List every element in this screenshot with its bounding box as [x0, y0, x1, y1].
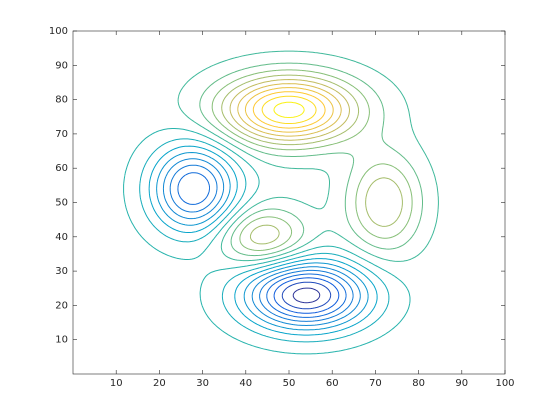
x-tick-label: 60 — [326, 378, 339, 389]
x-tick-label: 30 — [196, 378, 209, 389]
y-tick-label: 50 — [55, 198, 68, 209]
contour-line — [156, 152, 369, 331]
y-tick-label: 70 — [55, 129, 68, 140]
contour-line — [139, 138, 390, 343]
x-tick-label: 90 — [455, 378, 468, 389]
y-tick-label: 90 — [55, 60, 68, 71]
y-tick-label: 20 — [55, 300, 68, 311]
contour-line — [123, 128, 411, 355]
contour-line — [211, 69, 413, 251]
contour-line — [177, 50, 439, 262]
contour-line — [273, 277, 340, 314]
x-tick-label: 70 — [369, 378, 382, 389]
x-tick-label: 50 — [283, 378, 296, 389]
contour-line — [221, 74, 403, 245]
contour-line — [237, 83, 342, 137]
x-tick-label: 80 — [412, 378, 425, 389]
contour-line — [281, 281, 332, 310]
contour-line — [199, 62, 423, 257]
contour-line — [169, 164, 354, 322]
contour-line — [229, 79, 350, 141]
contour-line — [292, 287, 321, 304]
contours — [123, 50, 439, 355]
contour-line — [252, 91, 326, 129]
contour-line — [273, 101, 305, 118]
y-tick-label: 30 — [55, 266, 68, 277]
x-tick-label: 40 — [239, 378, 252, 389]
y-tick-label: 40 — [55, 232, 68, 243]
y-tick-label: 100 — [49, 26, 68, 37]
x-tick-label: 100 — [495, 378, 514, 389]
x-tick-label: 10 — [110, 378, 123, 389]
contour-line — [162, 158, 361, 326]
plot-area — [73, 31, 505, 374]
y-tick-label: 80 — [55, 95, 68, 106]
contour-line — [148, 145, 378, 336]
y-tick-label: 60 — [55, 163, 68, 174]
x-tick-label: 20 — [153, 378, 166, 389]
contour-line — [261, 95, 317, 124]
y-tick-label: 10 — [55, 335, 68, 346]
contour-line — [244, 87, 334, 133]
contour-line — [177, 172, 347, 318]
